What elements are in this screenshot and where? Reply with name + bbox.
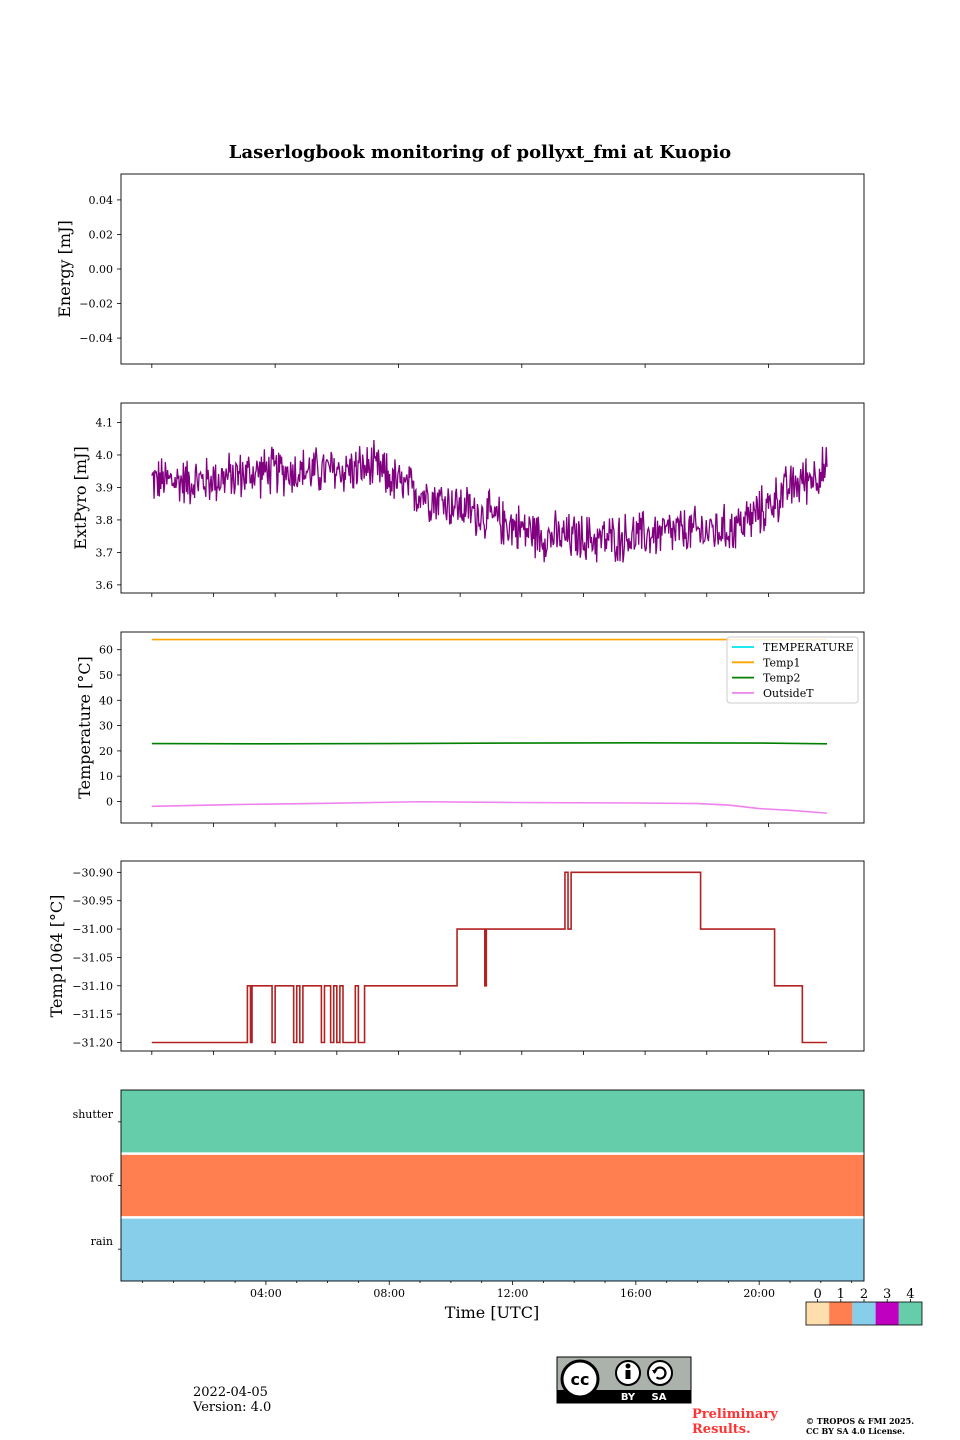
extpyro-ylabel: ExtPyro [mJ] [71, 446, 90, 549]
y-tick-label: −31.15 [72, 1008, 113, 1021]
status-band-shutter [121, 1090, 864, 1154]
colorbar-swatch [875, 1302, 899, 1325]
y-tick-label: −31.10 [72, 980, 113, 993]
sa-sharealike-icon [647, 1360, 673, 1386]
x-tick-label: 20:00 [743, 1287, 775, 1300]
energy-ylabel: Energy [mJ] [55, 220, 74, 318]
legend-entry: Temp1 [763, 656, 800, 669]
y-tick-label: 0.00 [89, 263, 114, 276]
cc-license-badge: cc BY SA [556, 1356, 692, 1404]
temp1064-panel: −30.90 −30.95 −31.00 −31.05 −31.10 −31.15 −31.… [72, 860, 865, 1055]
copyright-line1: © TROPOS & FMI 2025. [806, 1416, 914, 1426]
colorbar-label: 0 [813, 1287, 821, 1302]
status-band-roof [121, 1153, 864, 1218]
status-band-label: rain [91, 1235, 113, 1248]
series-outsidet [151, 800, 828, 814]
temperature-panel: 60 50 40 30 20 10 0 TEMPERATURE Temp1 Temp2 Outsid… [99, 631, 865, 827]
x-tick-label: 16:00 [620, 1287, 652, 1300]
status-band-label: shutter [73, 1108, 114, 1121]
colorbar-swatch [852, 1302, 876, 1325]
footer-version: Version: 4.0 [192, 1400, 271, 1415]
y-tick-label: 3.8 [96, 514, 114, 527]
series-temp1064 [151, 871, 827, 1044]
y-tick-label: −31.05 [72, 951, 113, 964]
y-tick-label: −31.20 [72, 1036, 113, 1049]
y-tick-label: −0.04 [79, 332, 113, 345]
energy-panel: 0.04 0.02 0.00 −0.02 −0.04 [79, 173, 865, 368]
series-extpyro [151, 439, 828, 563]
colorbar-label: 1 [837, 1287, 845, 1302]
preliminary-note-line1: Preliminary [692, 1407, 778, 1422]
y-tick-label: −31.00 [72, 923, 113, 936]
copyright-line2: CC BY SA 4.0 License. [806, 1426, 905, 1436]
legend-entry: OutsideT [763, 687, 814, 700]
status-band-label: roof [90, 1172, 114, 1185]
cc-icon [560, 1359, 600, 1399]
status-band-rain [121, 1217, 864, 1281]
colorbar-swatch [806, 1302, 830, 1325]
x-tick-label: 08:00 [373, 1287, 405, 1300]
preliminary-note-line2: Results. [692, 1422, 751, 1437]
footer-date: 2022-04-05 [193, 1385, 268, 1400]
colorbar-swatch [898, 1302, 922, 1325]
x-tick-label: 04:00 [250, 1287, 282, 1300]
y-tick-label: −30.90 [72, 866, 113, 879]
y-tick-label: 4.1 [96, 416, 114, 429]
legend-entry: Temp2 [763, 672, 800, 685]
chart-title: Laserlogbook monitoring of pollyxt_fmi a… [229, 142, 731, 163]
series-temp2 [151, 742, 828, 745]
x-tick-label: 12:00 [497, 1287, 529, 1300]
colorbar-label: 2 [860, 1287, 868, 1302]
y-tick-label: 3.9 [96, 481, 114, 494]
y-tick-label: 4.0 [96, 449, 114, 462]
legend-entry: TEMPERATURE [763, 641, 854, 654]
colorbar-label: 4 [906, 1287, 914, 1302]
status-panel: shutter roof rain 04:00 08:00 12:00 16:00 20:00 [73, 1089, 865, 1300]
y-tick-label: 0.04 [89, 194, 114, 207]
y-tick-label: 60 [99, 644, 113, 657]
y-tick-label: 10 [99, 770, 113, 783]
y-tick-label: 3.7 [96, 546, 114, 559]
temp1064-ylabel: Temp1064 [°C] [47, 895, 66, 1018]
y-tick-label: 30 [99, 720, 113, 733]
legend [726, 636, 859, 704]
y-tick-label: 20 [99, 745, 113, 758]
y-tick-label: 50 [99, 669, 113, 682]
cc-logo-text: cc [571, 1370, 590, 1389]
y-tick-label: 0.02 [89, 228, 114, 241]
colorbar-swatch [829, 1302, 853, 1325]
svg-text:SA: SA [652, 1392, 667, 1403]
y-tick-label: 3.6 [96, 579, 114, 592]
extpyro-panel: 4.1 4.0 3.9 3.8 3.7 3.6 [96, 402, 865, 597]
x-axis-label: Time [UTC] [445, 1303, 539, 1322]
y-tick-label: −30.95 [72, 895, 113, 908]
temperature-ylabel: Temperature [°C] [75, 656, 94, 799]
y-tick-label: −0.02 [79, 298, 113, 311]
y-tick-label: 40 [99, 694, 113, 707]
svg-text:BY: BY [621, 1392, 636, 1403]
colorbar-label: 3 [883, 1287, 891, 1302]
y-tick-label: 0 [106, 795, 113, 808]
